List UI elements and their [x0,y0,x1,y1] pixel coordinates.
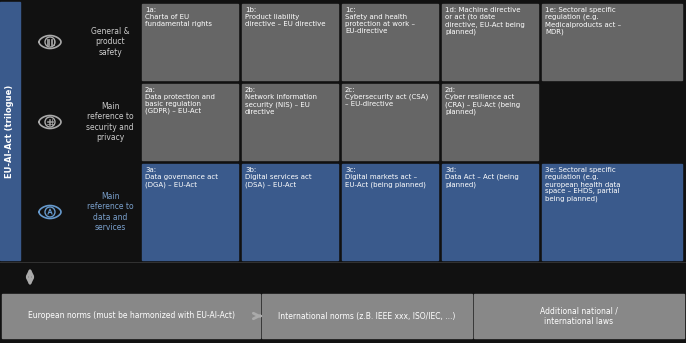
Text: 3d:
Data Act – Act (being
planned): 3d: Data Act – Act (being planned) [445,167,519,188]
Text: 2c:
Cybersecurity act (CSA)
– EU-directive: 2c: Cybersecurity act (CSA) – EU-directi… [345,87,428,107]
Text: General &
product
safety: General & product safety [91,27,130,57]
Text: 3c:
Digital markets act –
EU-Act (being planned): 3c: Digital markets act – EU-Act (being … [345,167,426,188]
Bar [242,164,338,260]
Bar [342,164,438,260]
Bar [342,4,438,80]
Bar [142,164,238,260]
Text: 3a:
Data governance act
(DGA) – EU-Act: 3a: Data governance act (DGA) – EU-Act [145,167,218,188]
Bar [242,84,338,160]
Text: Additional national /
international laws: Additional national / international laws [540,306,618,326]
Bar [442,164,538,260]
Text: 2d:
Cyber resilience act
(CRA) – EU-Act (being
planned): 2d: Cyber resilience act (CRA) – EU-Act … [445,87,520,115]
Bar [342,84,438,160]
Text: 3e: Sectoral specific
regulation (e.g.
european health data
space – EHDS, partia: 3e: Sectoral specific regulation (e.g. e… [545,167,621,202]
Text: EU-AI-Act (trilogue): EU-AI-Act (trilogue) [5,84,14,178]
Text: International norms (z.B. IEEE xxx, ISO/IEC, ...): International norms (z.B. IEEE xxx, ISO/… [279,311,456,320]
Bar [474,294,684,338]
Bar [262,294,472,338]
Text: 2a:
Data protection and
basic regulation
(GDPR) – EU-Act: 2a: Data protection and basic regulation… [145,87,215,115]
Bar [0,2,20,260]
Text: 1c:
Safety and health
protection at work –
EU-directive: 1c: Safety and health protection at work… [345,7,415,34]
Text: 2b:
Network information
security (NIS) – EU
directive: 2b: Network information security (NIS) –… [245,87,317,115]
Text: 1e: Sectoral specific
regulation (e.g.
Medicalproducts act –
MDR): 1e: Sectoral specific regulation (e.g. M… [545,7,621,35]
Text: European norms (must be harmonized with EU-AI-Act): European norms (must be harmonized with … [27,311,235,320]
Bar [242,4,338,80]
Bar [542,4,682,80]
Text: 1a:
Charta of EU
fundamental rights: 1a: Charta of EU fundamental rights [145,7,212,27]
Bar [142,84,238,160]
Text: 3b:
Digital services act
(DSA) – EU-Act: 3b: Digital services act (DSA) – EU-Act [245,167,311,188]
Bar [442,4,538,80]
Text: Main
reference to
security and
privacy: Main reference to security and privacy [86,102,134,142]
Text: Main
reference to
data and
services: Main reference to data and services [86,192,133,232]
Text: 1b:
Product liability
directive – EU directive: 1b: Product liability directive – EU dir… [245,7,325,27]
Bar [142,4,238,80]
Bar [442,84,538,160]
Bar [2,294,260,338]
Bar [542,164,682,260]
Text: 1d: Machine directive
or act (to date
directive, EU-Act being
planned): 1d: Machine directive or act (to date di… [445,7,525,35]
